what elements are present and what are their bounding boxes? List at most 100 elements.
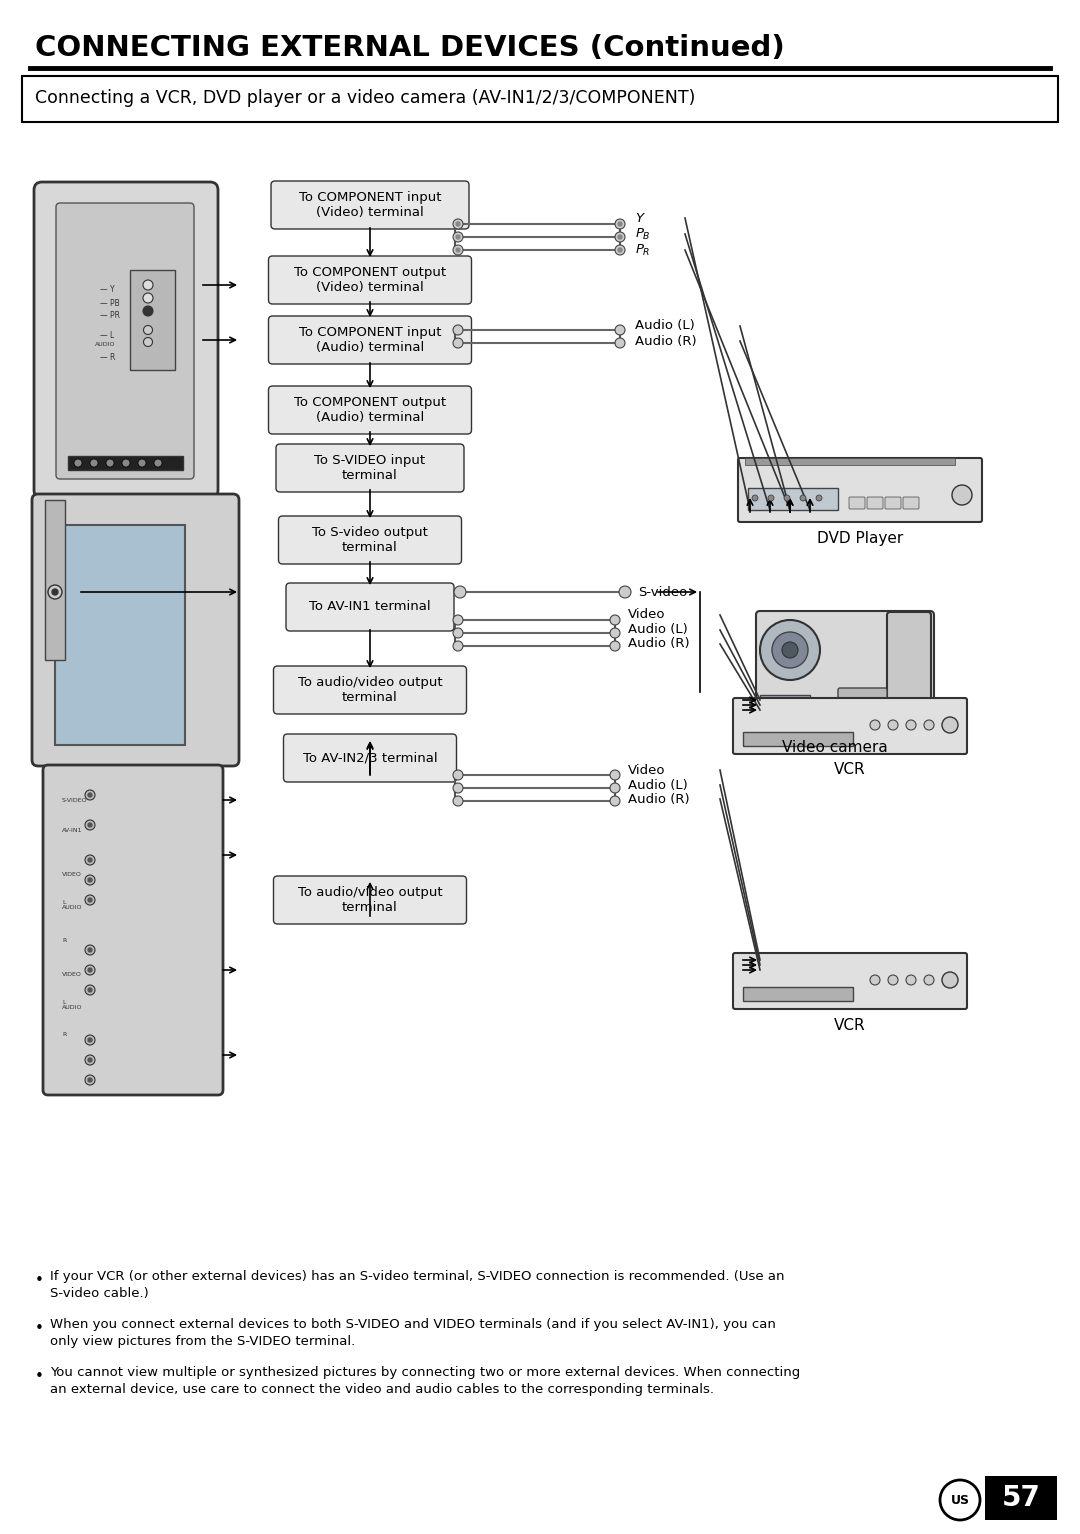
FancyBboxPatch shape: [286, 583, 454, 630]
Text: You cannot view multiple or synthesized pictures by connecting two or more exter: You cannot view multiple or synthesized …: [50, 1365, 800, 1396]
Circle shape: [453, 615, 463, 624]
Circle shape: [453, 770, 463, 779]
Text: To AV-IN2/3 terminal: To AV-IN2/3 terminal: [302, 752, 437, 764]
Circle shape: [619, 586, 631, 598]
Text: $P_R$: $P_R$: [635, 242, 650, 258]
Circle shape: [942, 973, 958, 988]
Text: 57: 57: [1001, 1483, 1040, 1513]
Circle shape: [760, 620, 820, 680]
FancyBboxPatch shape: [32, 494, 239, 765]
Circle shape: [143, 281, 153, 290]
Circle shape: [816, 495, 822, 502]
Circle shape: [610, 782, 620, 793]
Circle shape: [90, 459, 98, 466]
Circle shape: [453, 337, 463, 348]
Text: R: R: [62, 1032, 66, 1037]
Circle shape: [615, 219, 625, 229]
Circle shape: [85, 854, 95, 865]
Circle shape: [610, 770, 620, 779]
FancyBboxPatch shape: [33, 183, 218, 499]
Text: CONNECTING EXTERNAL DEVICES (Continued): CONNECTING EXTERNAL DEVICES (Continued): [35, 34, 785, 61]
Circle shape: [144, 325, 152, 334]
Text: — R: — R: [100, 353, 116, 362]
FancyBboxPatch shape: [269, 316, 472, 364]
Circle shape: [85, 965, 95, 976]
Circle shape: [924, 976, 934, 985]
Circle shape: [144, 337, 152, 347]
Circle shape: [782, 643, 798, 658]
Circle shape: [453, 782, 463, 793]
Text: Audio (L): Audio (L): [627, 623, 688, 637]
Text: S-video: S-video: [638, 586, 687, 598]
FancyBboxPatch shape: [273, 666, 467, 713]
Circle shape: [85, 1055, 95, 1065]
Circle shape: [800, 495, 806, 502]
Circle shape: [454, 586, 465, 598]
Circle shape: [122, 459, 130, 466]
Text: To COMPONENT input
(Audio) terminal: To COMPONENT input (Audio) terminal: [299, 327, 442, 354]
Circle shape: [87, 793, 92, 798]
FancyBboxPatch shape: [903, 497, 919, 509]
Text: Y: Y: [635, 212, 643, 224]
Text: Audio (R): Audio (R): [635, 334, 697, 348]
Text: Audio (R): Audio (R): [627, 638, 690, 650]
Circle shape: [615, 232, 625, 242]
FancyBboxPatch shape: [748, 488, 838, 509]
Circle shape: [143, 293, 153, 304]
Circle shape: [154, 459, 162, 466]
Circle shape: [87, 1078, 92, 1081]
Circle shape: [456, 249, 460, 252]
Circle shape: [772, 632, 808, 667]
Text: Connecting a VCR, DVD player or a video camera (AV-IN1/2/3/COMPONENT): Connecting a VCR, DVD player or a video …: [35, 89, 696, 107]
Circle shape: [453, 219, 463, 229]
Circle shape: [138, 459, 146, 466]
FancyBboxPatch shape: [56, 202, 194, 479]
FancyBboxPatch shape: [867, 497, 883, 509]
Circle shape: [87, 897, 92, 902]
Circle shape: [85, 1035, 95, 1045]
Text: Audio (R): Audio (R): [627, 793, 690, 805]
Circle shape: [87, 968, 92, 973]
Circle shape: [143, 305, 153, 316]
Circle shape: [85, 945, 95, 956]
Circle shape: [52, 589, 58, 595]
Circle shape: [87, 1039, 92, 1042]
Circle shape: [610, 796, 620, 805]
Circle shape: [610, 627, 620, 638]
Circle shape: [906, 719, 916, 730]
FancyBboxPatch shape: [885, 497, 901, 509]
Circle shape: [453, 627, 463, 638]
Text: To AV-IN1 terminal: To AV-IN1 terminal: [309, 600, 431, 614]
FancyBboxPatch shape: [68, 456, 183, 469]
Circle shape: [870, 719, 880, 730]
Circle shape: [940, 1480, 980, 1520]
Text: — PR: — PR: [100, 311, 120, 321]
FancyBboxPatch shape: [55, 525, 185, 746]
FancyBboxPatch shape: [743, 986, 853, 1002]
Circle shape: [453, 245, 463, 255]
Circle shape: [87, 858, 92, 862]
Circle shape: [888, 976, 897, 985]
Text: If your VCR (or other external devices) has an S-video terminal, S-VIDEO connect: If your VCR (or other external devices) …: [50, 1270, 784, 1299]
Text: S-VIDEO: S-VIDEO: [62, 798, 87, 802]
Circle shape: [87, 824, 92, 827]
Circle shape: [870, 976, 880, 985]
Text: AV-IN1: AV-IN1: [62, 827, 82, 833]
Text: To COMPONENT output
(Audio) terminal: To COMPONENT output (Audio) terminal: [294, 396, 446, 423]
FancyBboxPatch shape: [733, 953, 967, 1009]
FancyBboxPatch shape: [738, 459, 982, 522]
FancyBboxPatch shape: [838, 689, 887, 716]
Text: VIDEO: VIDEO: [62, 973, 82, 977]
FancyBboxPatch shape: [273, 876, 467, 923]
Circle shape: [85, 874, 95, 885]
Circle shape: [924, 719, 934, 730]
Circle shape: [942, 716, 958, 733]
FancyBboxPatch shape: [849, 497, 865, 509]
Circle shape: [85, 821, 95, 830]
Text: To audio/video output
terminal: To audio/video output terminal: [298, 676, 443, 704]
FancyBboxPatch shape: [276, 443, 464, 492]
Text: •: •: [35, 1368, 44, 1384]
Circle shape: [951, 485, 972, 505]
Circle shape: [453, 641, 463, 650]
Text: — PB: — PB: [100, 299, 120, 307]
